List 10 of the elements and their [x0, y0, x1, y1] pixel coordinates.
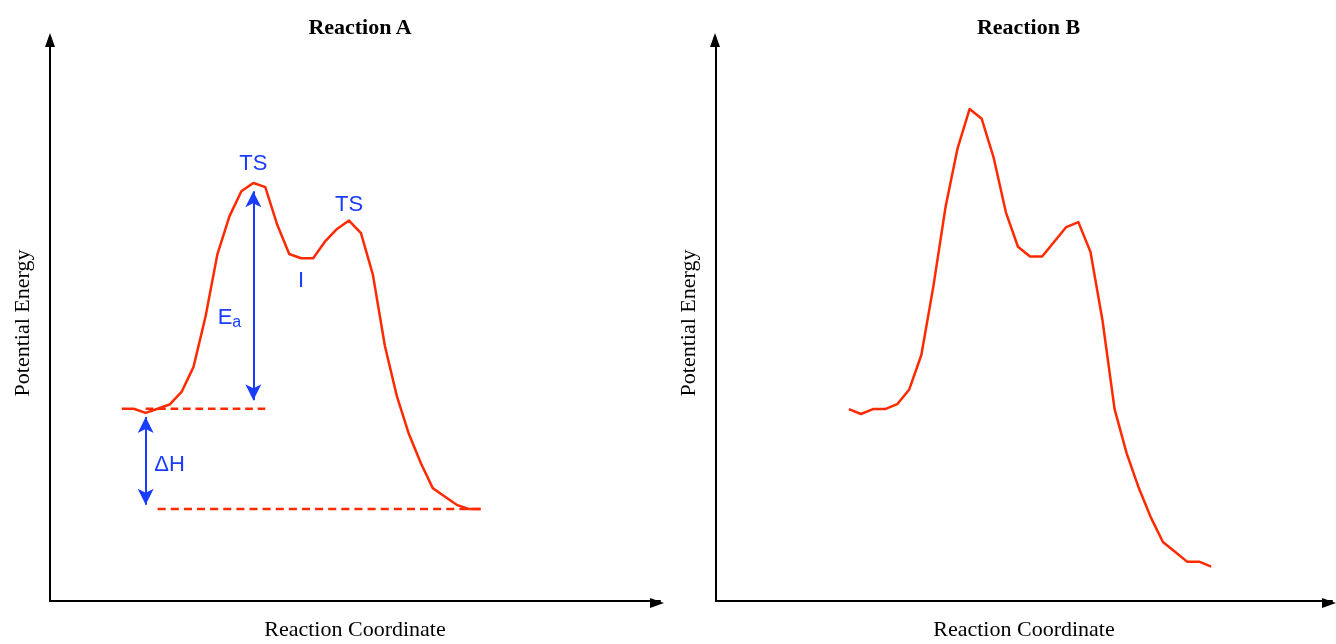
y-axis-title: Potential Energy [8, 249, 34, 397]
x-axis-title: Reaction Coordinate [264, 615, 446, 641]
annotation: ΔH [154, 450, 185, 476]
chart-title: Reaction A [308, 13, 412, 39]
y-axis-title: Potential Energy [674, 249, 700, 397]
chart-title: Reaction B [976, 13, 1081, 39]
text: TS [239, 149, 268, 175]
annotation: TS [334, 191, 364, 217]
x-axis-title: Reaction Coordinate [933, 615, 1115, 641]
annotation: I [298, 266, 305, 292]
